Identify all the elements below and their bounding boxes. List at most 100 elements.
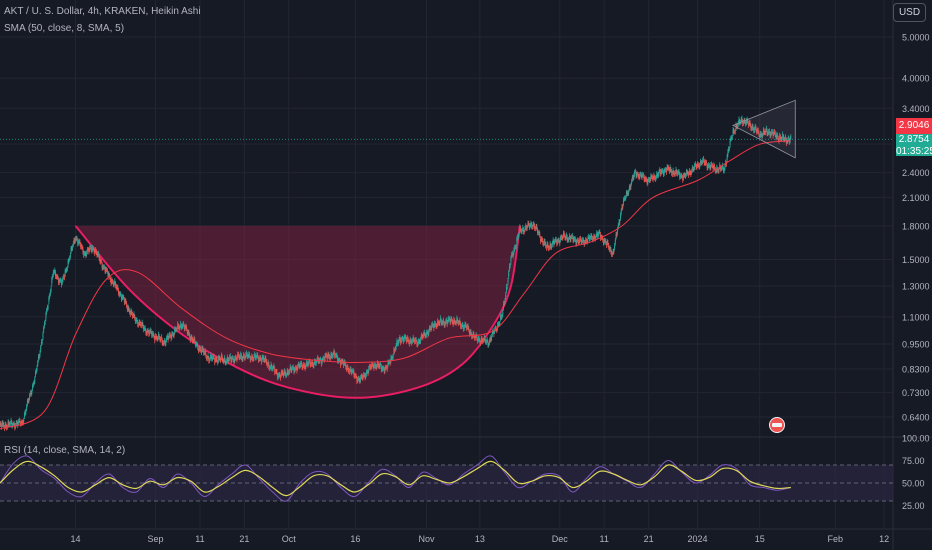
candle-body	[300, 363, 302, 365]
candle-body	[724, 166, 726, 169]
candle-body	[742, 122, 744, 124]
candle-body	[157, 334, 159, 337]
price-tick-label: 2.4000	[902, 168, 930, 178]
rsi-lines	[0, 455, 791, 502]
candle-body	[695, 165, 697, 167]
rsi-axis[interactable]: 100.00 75.00 50.00 25.00	[902, 434, 930, 512]
candle-body	[307, 364, 309, 366]
candle-body	[108, 274, 110, 276]
candle-body	[682, 176, 684, 179]
candle-body	[741, 118, 743, 120]
candle-body	[260, 360, 262, 362]
candle-body	[528, 223, 530, 225]
candle-body	[246, 353, 248, 354]
candle-body	[764, 132, 766, 134]
candle-body	[285, 374, 287, 376]
sma-legend[interactable]: SMA (50, close, 8, SMA, 5)	[4, 23, 125, 34]
candle-body	[754, 126, 756, 128]
candle-body	[178, 327, 180, 329]
rsi-pane[interactable]	[0, 455, 893, 502]
candle-body	[288, 372, 290, 374]
price-pane[interactable]	[0, 99, 893, 432]
candle-body	[681, 175, 683, 177]
candle-body	[223, 361, 225, 363]
candle-body	[602, 241, 604, 244]
candle-body	[361, 376, 363, 378]
candle-body	[225, 362, 227, 364]
candle-body	[411, 340, 413, 342]
candle-body	[440, 320, 442, 323]
candle-body	[212, 356, 214, 358]
candle-body	[315, 362, 317, 364]
candle-body	[462, 324, 464, 326]
candle-body	[504, 299, 506, 303]
candle-body	[761, 135, 763, 137]
candle-body	[468, 328, 470, 331]
candle-body	[404, 336, 406, 338]
candle-body	[749, 123, 751, 124]
candle-body	[348, 371, 350, 373]
candle-body	[406, 338, 408, 340]
candle-body	[574, 239, 576, 241]
candle-body	[228, 359, 230, 361]
candle-body	[508, 272, 510, 277]
time-axis[interactable]: 14 Sep 11 21 Oct 16 Nov 13 Dec 11 21 2024 15 Feb 12	[71, 534, 890, 544]
candle-body	[77, 242, 79, 244]
currency-button[interactable]: USD	[893, 3, 926, 22]
candle-body	[688, 174, 690, 176]
candle-body	[619, 222, 621, 223]
candle-body	[410, 340, 412, 342]
candle-body	[505, 286, 507, 291]
candle-body	[390, 357, 392, 361]
candle-body	[201, 348, 203, 351]
candle-body	[245, 354, 247, 357]
candle-body	[776, 135, 778, 137]
candle-body	[755, 128, 757, 130]
candle-body	[391, 357, 393, 359]
candle-body	[482, 340, 484, 342]
candle-body	[295, 367, 297, 369]
candle-body	[717, 168, 719, 171]
candle-body	[81, 246, 83, 248]
candle-body	[584, 241, 586, 244]
candle-body	[294, 367, 296, 369]
candle-body	[588, 237, 590, 239]
candle-body	[10, 420, 12, 422]
candle-body	[344, 362, 346, 364]
candle-body	[212, 357, 214, 359]
candle-body	[155, 336, 157, 338]
candle-body	[535, 226, 537, 228]
candle-body	[47, 306, 49, 308]
symbol-legend[interactable]: AKT / U. S. Dollar, 4h, KRAKEN, Heikin A…	[4, 6, 201, 17]
candle-body	[187, 332, 189, 334]
candle-body	[539, 234, 541, 237]
candle-body	[217, 361, 219, 364]
candle-body	[556, 241, 558, 245]
candle-body	[44, 322, 46, 324]
candle-body	[719, 165, 721, 168]
candle-body	[82, 249, 84, 252]
candle-body	[182, 324, 184, 326]
candle-body	[591, 238, 593, 240]
candle-body	[688, 170, 690, 173]
candle-body	[728, 148, 730, 151]
candle-body	[700, 161, 702, 163]
candle-body	[311, 362, 313, 365]
rsi-legend[interactable]: RSI (14, close, SMA, 14, 2)	[4, 445, 126, 456]
candle-body	[189, 334, 191, 337]
candle-body	[105, 269, 107, 271]
us-flag-icon[interactable]	[769, 417, 785, 433]
candle-body	[346, 368, 348, 370]
candle-body	[94, 252, 96, 254]
candle-body	[224, 360, 226, 363]
candle-body	[752, 127, 754, 128]
candle-body	[322, 358, 324, 360]
candle-body	[574, 238, 576, 240]
candle-body	[354, 375, 356, 376]
candle-body	[349, 367, 351, 370]
candle-body	[406, 339, 408, 342]
candle-body	[179, 327, 181, 329]
candle-body	[465, 326, 467, 329]
price-tick-label: 5.0000	[902, 33, 930, 43]
